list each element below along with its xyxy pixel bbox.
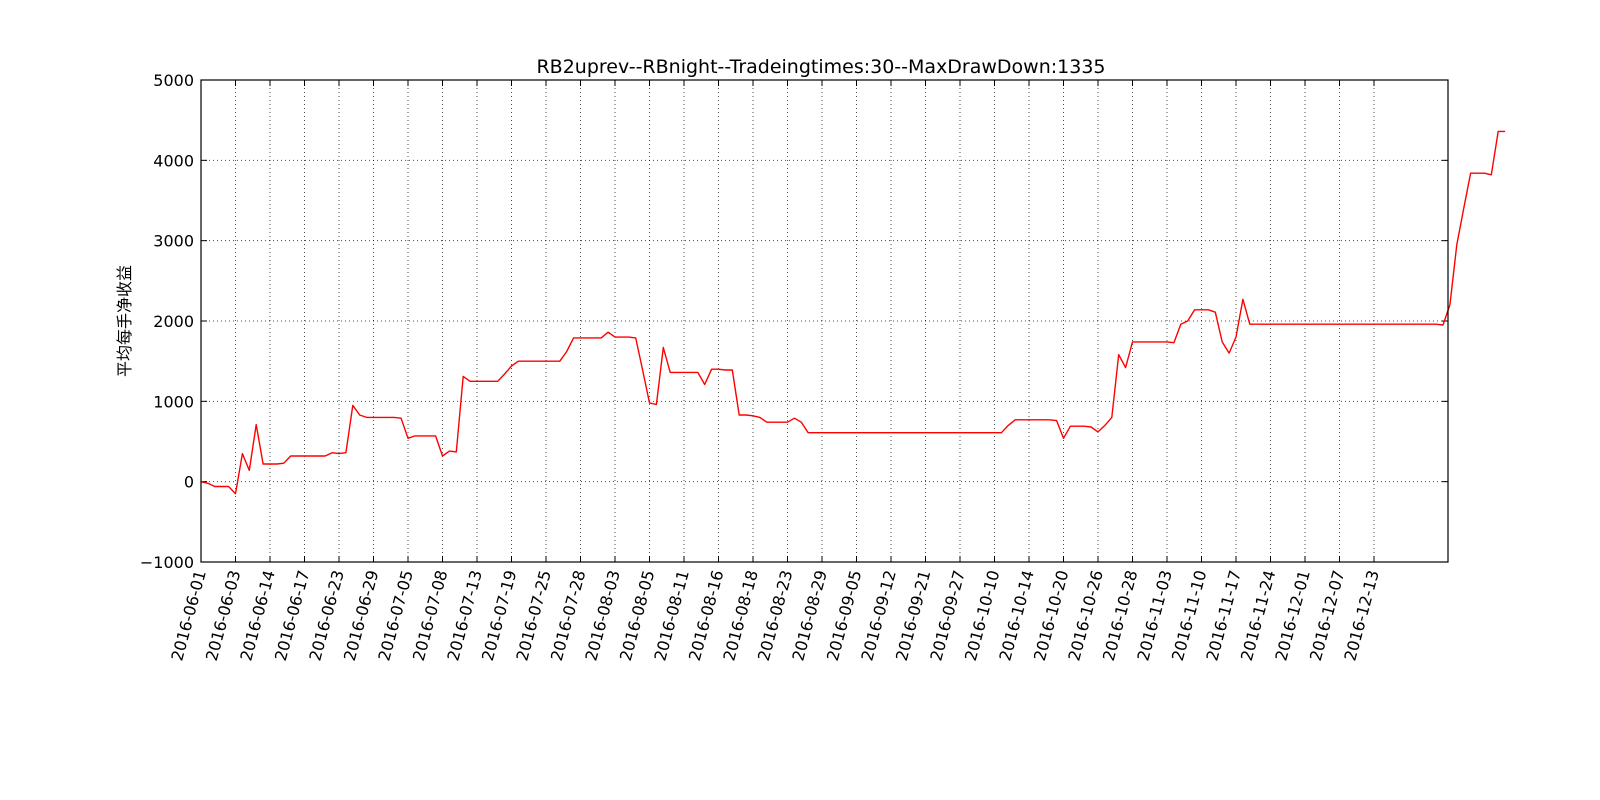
y-gridlines — [201, 159, 1448, 483]
plot-frame — [200, 79, 1449, 563]
y-tick-label: 3000 — [153, 232, 194, 251]
y-tick-label: 0 — [184, 473, 194, 492]
x-axis: 2016-06-012016-06-032016-06-142016-06-17… — [167, 80, 1383, 663]
y-tick-label: 5000 — [153, 71, 194, 90]
chart-title: RB2uprev--RBnight--Tradeingtimes:30--Max… — [536, 56, 1105, 78]
y-tick-label: 2000 — [153, 312, 194, 331]
series-line — [200, 130, 1506, 495]
x-gridlines — [235, 80, 1375, 562]
y-tick-label: −1000 — [140, 553, 194, 572]
y-tick-label: 4000 — [153, 151, 194, 170]
x-tick-label: 2016-12-13 — [1340, 568, 1382, 663]
series-group — [200, 130, 1506, 495]
y-axis-label: 平均每手净收益 — [115, 265, 134, 377]
y-tick-label: 1000 — [153, 392, 194, 411]
